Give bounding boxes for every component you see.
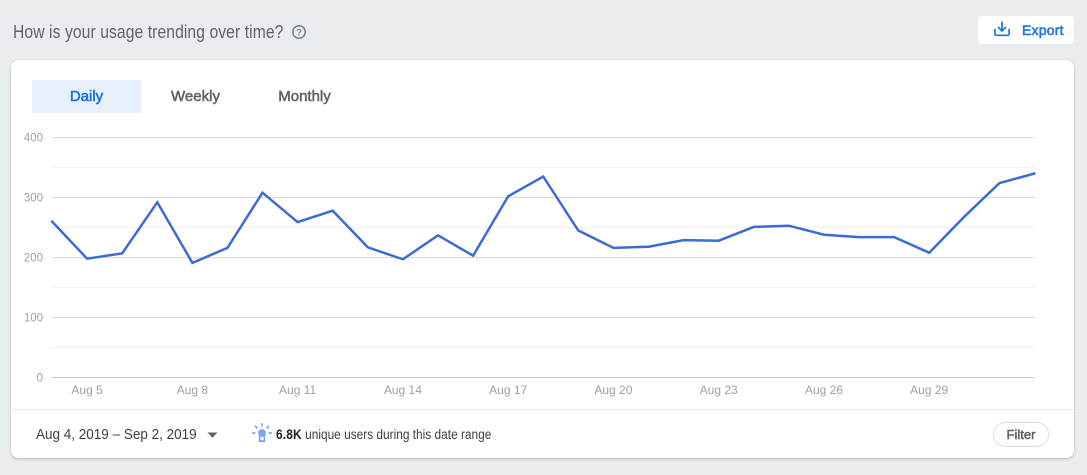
svg-text:300: 300 xyxy=(24,193,43,205)
svg-text:?: ? xyxy=(296,28,302,39)
svg-text:Aug 5: Aug 5 xyxy=(71,383,103,397)
svg-text:Aug 20: Aug 20 xyxy=(594,383,632,397)
svg-text:Aug 11: Aug 11 xyxy=(279,383,316,397)
svg-text:200: 200 xyxy=(24,253,43,265)
svg-text:Aug 26: Aug 26 xyxy=(805,383,843,397)
svg-text:100: 100 xyxy=(24,313,43,325)
svg-text:Aug 14: Aug 14 xyxy=(384,383,422,397)
svg-text:Aug 23: Aug 23 xyxy=(700,383,738,397)
svg-text:Aug 17: Aug 17 xyxy=(489,383,527,397)
svg-text:Aug 29: Aug 29 xyxy=(910,383,948,397)
svg-text:Aug 8: Aug 8 xyxy=(177,383,209,397)
svg-text:0: 0 xyxy=(37,373,43,385)
svg-text:400: 400 xyxy=(24,133,43,145)
